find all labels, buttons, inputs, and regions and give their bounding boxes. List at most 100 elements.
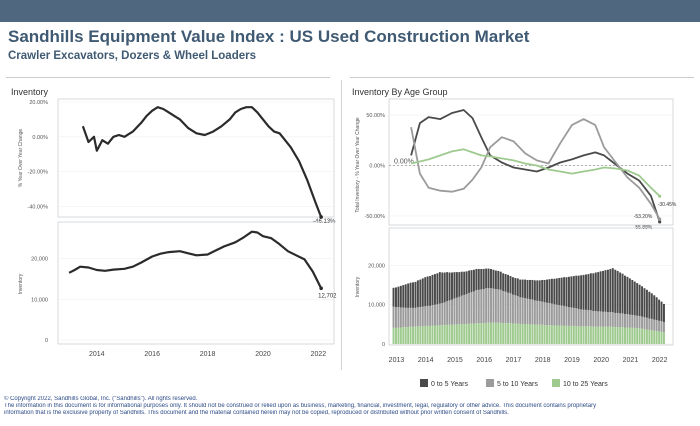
bar-segment-0-5 [592,273,595,311]
bar-segment-5-10 [555,304,558,326]
bar-segment-10-25 [521,323,524,344]
bar-segment-5-10 [446,301,449,325]
bar-segment-0-5 [582,274,585,310]
legend-swatch [552,379,560,387]
bar-segment-5-10 [516,296,519,324]
bar-segment-10-25 [416,326,419,344]
bar-segment-5-10 [477,289,480,324]
left-x-tick-label: 2014 [89,351,105,358]
bar-segment-0-5 [404,284,407,308]
bar-segment-5-10 [443,302,446,326]
bar-segment-5-10 [560,305,563,326]
bar-segment-0-5 [519,279,522,298]
bar-segment-10-25 [460,323,463,344]
bar-segment-5-10 [431,305,434,326]
bar-segment-0-5 [458,272,461,297]
bar-segment-5-10 [490,288,492,323]
bar-segment-5-10 [572,307,575,326]
bar-segment-10-25 [453,324,456,344]
bar-segment-0-5 [614,269,617,313]
bar-segment-5-10 [492,288,495,323]
bar-segment-0-5 [416,280,419,308]
bar-segment-10-25 [421,326,424,344]
bar-segment-0-5 [585,274,587,310]
bar-segment-0-5 [619,272,622,314]
bar-segment-5-10 [602,311,605,327]
legend-swatch [420,379,428,387]
bar-segment-0-5 [550,278,553,304]
bar-segment-10-25 [538,324,541,344]
bar-segment-0-5 [658,299,661,321]
bar-segment-10-25 [482,323,485,344]
bar-segment-5-10 [658,320,661,332]
bar-segment-10-25 [645,329,648,344]
bar-segment-10-25 [490,322,492,344]
bar-segment-5-10 [662,322,665,333]
bar-segment-5-10 [655,320,658,332]
bar-segment-0-5 [602,270,605,312]
inventory-end-point [319,286,323,291]
bar-segment-5-10 [619,313,622,328]
bar-segment-0-5 [412,282,414,308]
bar-segment-0-5 [560,277,563,306]
bar-segment-5-10 [497,289,500,323]
bar-segment-0-5 [407,283,410,308]
bar-segment-0-5 [441,272,444,304]
inventory-y-tick-label: 0 [45,338,48,344]
bar-segment-0-5 [492,269,495,289]
bar-segment-5-10 [458,296,461,325]
legend-swatch [486,379,494,387]
bar-segment-5-10 [504,291,507,324]
bar-segment-0-5 [660,301,663,322]
bar-segment-5-10 [511,294,514,324]
bar-segment-10-25 [392,327,395,344]
bar-segment-10-25 [407,327,410,344]
bar-segment-0-5 [424,277,427,307]
bar-segment-5-10 [575,308,578,326]
bar-segment-0-5 [409,282,412,308]
bar-segment-0-5 [460,271,463,296]
bar-segment-5-10 [660,321,663,332]
bar-segment-5-10 [580,309,583,327]
bar-segment-0-5 [453,272,456,299]
bar-segment-10-25 [424,325,427,344]
bar-segment-10-25 [451,324,453,344]
right-x-tick-label: 2018 [535,357,551,364]
bar-segment-5-10 [594,311,597,327]
bar-segment-10-25 [499,322,502,344]
bar-segment-0-5 [470,270,473,293]
bar-segment-0-5 [431,274,434,306]
bar-segment-0-5 [548,279,551,304]
bar-segment-10-25 [497,322,500,344]
bar-segment-5-10 [541,301,544,325]
bar-segment-5-10 [521,297,524,324]
age-5-10-yoy-line-end-point [658,217,662,221]
bar-segment-5-10 [599,311,602,327]
bar-segment-0-5 [533,280,536,301]
bar-segment-0-5 [477,268,480,290]
bar-segment-10-25 [529,324,531,344]
bar-segment-0-5 [475,268,478,291]
bar-segment-0-5 [650,293,653,319]
age-yoy-panel-frame [388,98,674,226]
bar-segment-5-10 [624,314,626,328]
bar-segment-5-10 [570,307,573,326]
bar-segment-10-25 [526,324,529,344]
bar-segment-10-25 [480,323,483,344]
bar-segment-10-25 [494,322,497,344]
age-inventory-panel-frame [388,227,674,346]
age-inventory-y-tick-label: 10,000 [368,303,385,309]
bar-segment-5-10 [606,312,609,327]
bar-segment-5-10 [475,290,478,324]
age-inventory-y-tick-label: 0 [382,342,385,348]
bar-segment-0-5 [643,288,646,318]
bar-segment-0-5 [514,278,517,296]
bar-segment-5-10 [509,293,512,324]
right-x-tick-label: 2016 [476,357,492,364]
bar-segment-5-10 [499,289,502,323]
bar-segment-10-25 [485,322,488,344]
bar-segment-5-10 [645,317,648,330]
bar-segment-0-5 [624,275,626,315]
bar-segment-10-25 [589,326,592,344]
bar-segment-5-10 [533,300,536,325]
